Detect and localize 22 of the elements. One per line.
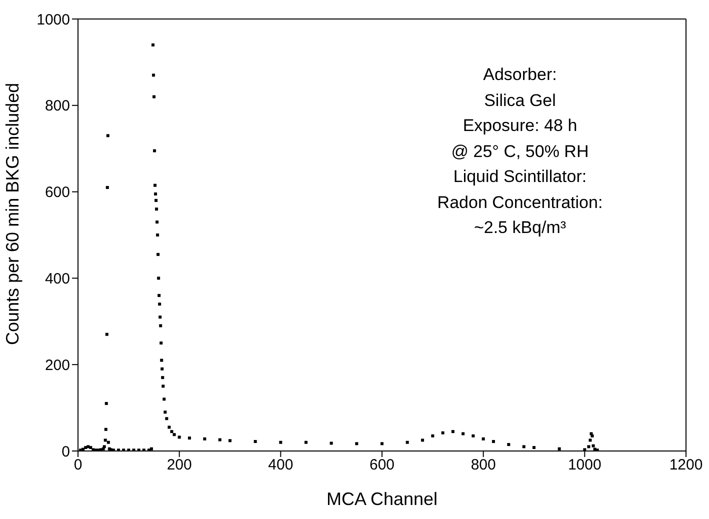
y-axis-title: Counts per 60 min BKG included: [2, 82, 22, 345]
y-tick-label: 400: [44, 270, 70, 288]
y-tick-label: 800: [44, 98, 70, 115]
y-tick-label: 0: [62, 443, 70, 460]
y-tick-label: 200: [44, 356, 70, 374]
annotation: Radon Concentration:: [436, 192, 604, 214]
x-tick-label: 600: [369, 456, 395, 474]
y-tick-label: 1000: [36, 11, 70, 28]
annotation: @ 25° C, 50% RH: [450, 140, 590, 162]
x-tick-label: 0: [74, 456, 82, 474]
x-tick-label: 400: [268, 456, 294, 474]
x-tick-label: 800: [470, 456, 496, 474]
y-tick-label: 600: [44, 184, 70, 202]
x-tick-label: 1000: [568, 456, 602, 474]
annotation: Liquid Scintillator:: [452, 166, 588, 188]
annotation: Adsorber:: [482, 64, 558, 86]
annotation: Silica Gel: [483, 90, 557, 112]
x-axis-title: MCA Channel: [326, 489, 438, 509]
annotation: ~2.5 kBq/m³: [472, 217, 568, 239]
annotation: Exposure: 48 h: [462, 115, 578, 137]
x-tick-label: 200: [166, 456, 192, 474]
x-tick-label: 1200: [669, 456, 703, 474]
